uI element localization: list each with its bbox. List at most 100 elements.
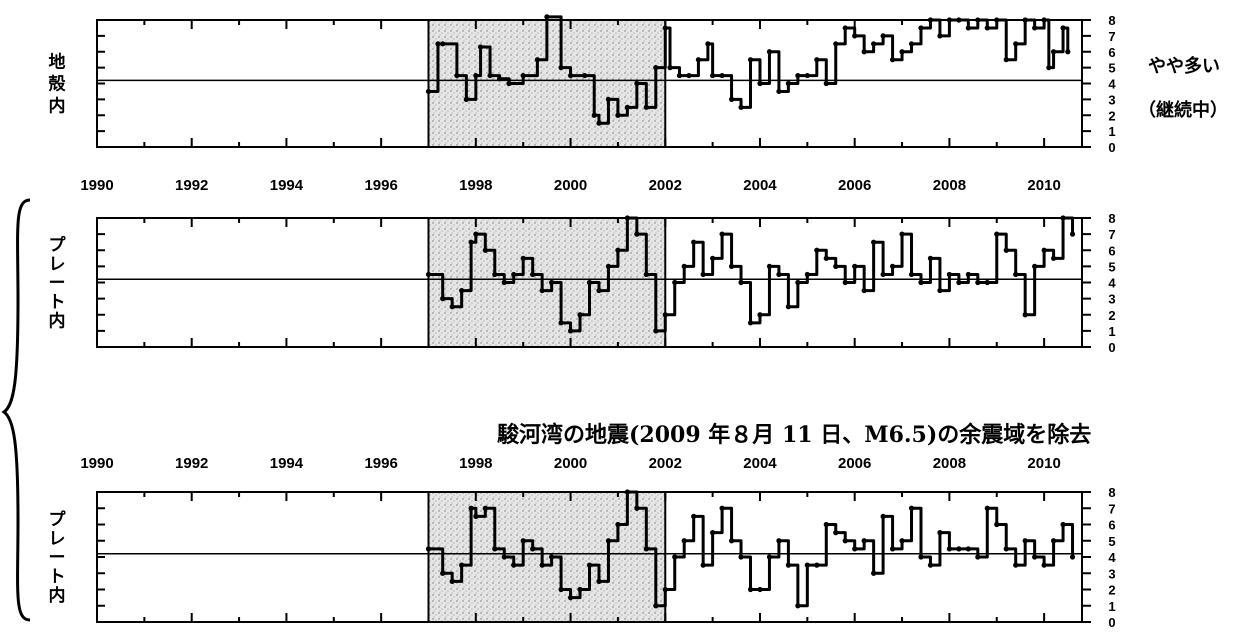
data-point (700, 271, 706, 278)
data-point (719, 505, 725, 511)
x-tick-label: 1996 (364, 177, 397, 194)
x-tick-label: 2000 (554, 177, 587, 194)
data-point (814, 247, 820, 253)
x-tick-label: 1990 (80, 455, 113, 472)
data-point (605, 96, 612, 102)
data-point (861, 538, 867, 544)
data-point (1046, 65, 1052, 71)
data-point (643, 104, 649, 110)
x-tick-label: 2008 (933, 177, 966, 194)
data-point (530, 271, 536, 278)
data-point (487, 72, 493, 79)
x-tick-label: 2004 (743, 455, 777, 472)
data-point (937, 287, 943, 294)
data-point (833, 530, 839, 536)
data-point (1022, 312, 1028, 318)
data-point (667, 65, 673, 71)
data-point (927, 562, 934, 568)
data-point (596, 287, 602, 294)
y-tick-label: 5 (1108, 61, 1115, 76)
data-point (871, 570, 877, 576)
data-point (567, 595, 574, 601)
data-point (615, 247, 621, 253)
data-point (634, 505, 640, 511)
data-point (908, 505, 915, 511)
y-tick-label: 6 (1108, 45, 1115, 60)
data-point (1003, 57, 1009, 63)
data-point (1050, 538, 1057, 544)
x-tick-label: 2002 (649, 177, 682, 194)
data-point (1013, 271, 1019, 278)
data-point (880, 271, 886, 278)
data-point (691, 513, 697, 519)
data-point (1069, 231, 1076, 237)
data-point (785, 304, 791, 310)
data-point (842, 25, 848, 31)
data-point (681, 538, 687, 544)
data-point (459, 287, 465, 294)
data-point (496, 76, 503, 82)
panel-side-label: プレート内 (49, 235, 67, 332)
data-point (691, 239, 697, 245)
data-point (615, 112, 621, 118)
x-tick-label: 1992 (175, 455, 208, 472)
data-point (440, 296, 446, 302)
data-point (440, 41, 446, 47)
y-tick-label: 7 (1108, 29, 1115, 44)
y-tick-label: 1 (1108, 124, 1115, 139)
data-point (449, 578, 455, 584)
data-point (975, 554, 981, 560)
data-point (956, 17, 962, 23)
data-point (984, 505, 990, 511)
data-point (747, 57, 754, 63)
data-point (549, 279, 555, 286)
y-tick-label: 4 (1108, 550, 1116, 565)
data-point (1013, 41, 1019, 47)
data-point (1022, 538, 1028, 544)
data-point (927, 255, 934, 261)
data-point (975, 279, 981, 286)
data-point (984, 25, 990, 31)
data-point (908, 41, 915, 47)
data-point (520, 255, 526, 261)
shaded-period (427, 217, 667, 348)
shaded-period (427, 491, 667, 623)
data-point (705, 41, 711, 47)
y-tick-label: 6 (1108, 518, 1115, 533)
y-tick-label: 3 (1108, 566, 1115, 581)
data-point (586, 279, 593, 286)
data-point (965, 546, 971, 552)
data-point (577, 312, 583, 318)
data-point (468, 505, 474, 511)
x-tick-label: 1998 (459, 455, 492, 472)
data-point (534, 57, 541, 63)
data-point (946, 546, 953, 552)
data-point (965, 25, 971, 31)
x-tick-label: 2006 (838, 177, 871, 194)
y-tick-label: 1 (1108, 599, 1115, 614)
data-point (596, 578, 602, 584)
data-point (880, 33, 886, 39)
x-tick-label: 1990 (80, 177, 113, 194)
data-point (795, 72, 801, 79)
x-tick-label: 1992 (175, 177, 208, 194)
data-point (501, 554, 507, 560)
data-point (435, 41, 441, 47)
data-point (833, 263, 839, 269)
x-tick-label: 1998 (459, 177, 492, 194)
data-point (823, 521, 829, 528)
data-point (908, 271, 915, 278)
data-point (463, 96, 469, 102)
data-point (440, 570, 446, 576)
data-point (776, 88, 782, 95)
data-point (425, 271, 432, 278)
data-point (1032, 554, 1038, 560)
data-point (956, 279, 962, 286)
data-point (927, 17, 934, 23)
data-point (710, 255, 716, 261)
group-brace (1, 198, 31, 622)
x-tick-label: 2010 (1027, 177, 1060, 194)
y-tick-label: 0 (1108, 615, 1115, 630)
data-point (558, 65, 564, 71)
data-point (681, 263, 687, 269)
